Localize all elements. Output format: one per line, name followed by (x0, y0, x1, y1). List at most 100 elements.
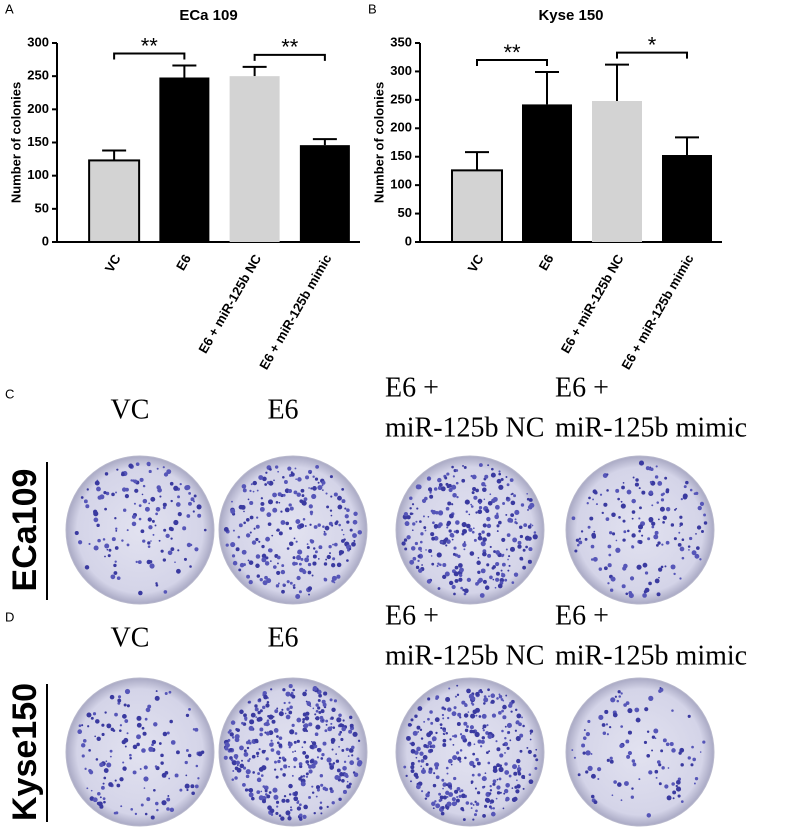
colony (343, 772, 348, 777)
colony (582, 736, 587, 740)
colony (258, 767, 264, 772)
colony (516, 766, 522, 772)
colony (119, 724, 123, 727)
colony (516, 779, 518, 782)
colony (464, 499, 470, 505)
colony (589, 516, 594, 521)
colony (257, 710, 261, 715)
colony (170, 547, 175, 552)
colony (117, 701, 121, 705)
colony (326, 554, 331, 560)
colony (432, 521, 435, 525)
colony (328, 762, 332, 766)
colony (448, 687, 451, 690)
colony (93, 545, 99, 551)
colony (525, 545, 528, 549)
colony (626, 754, 631, 759)
colony (136, 742, 140, 747)
colony (247, 498, 250, 501)
colony (508, 555, 511, 558)
colony (679, 577, 682, 580)
colony (124, 688, 131, 695)
colony (444, 571, 450, 577)
colony (262, 705, 266, 710)
colony (303, 804, 308, 810)
colony (293, 740, 297, 744)
colony (232, 770, 235, 772)
colony (457, 554, 461, 559)
colony (155, 583, 159, 587)
colony (177, 495, 180, 499)
colony (653, 534, 659, 540)
culture-dish (565, 677, 715, 827)
colony (515, 736, 521, 742)
colony (418, 568, 423, 573)
colony (672, 790, 677, 795)
colony (269, 560, 272, 562)
colony (429, 491, 432, 494)
colony (349, 528, 353, 532)
colony (312, 707, 315, 710)
colony (356, 757, 360, 761)
colony (480, 568, 486, 574)
colony (293, 537, 296, 540)
colony (285, 691, 291, 697)
colony (655, 776, 658, 779)
colony (241, 549, 247, 555)
culture-dish (218, 455, 368, 605)
colony (348, 547, 352, 551)
colony (143, 765, 148, 770)
colony (321, 484, 324, 487)
colony (495, 571, 500, 576)
culture-dish (65, 677, 215, 827)
colony (477, 739, 482, 744)
colony (603, 502, 608, 507)
colony (481, 776, 487, 782)
colony (485, 751, 489, 755)
culture-dish (218, 677, 368, 827)
colony (302, 720, 305, 724)
colony (123, 703, 127, 707)
colony (632, 476, 635, 479)
colony (276, 707, 279, 710)
colony (587, 525, 591, 529)
colony (621, 485, 625, 490)
colony (121, 739, 126, 745)
colony (447, 707, 452, 712)
colony (419, 540, 423, 544)
colony (282, 773, 286, 777)
colony (317, 485, 323, 491)
colony (151, 519, 155, 523)
colony (305, 730, 309, 733)
colony (593, 800, 598, 805)
colony (174, 773, 179, 778)
colony (673, 537, 677, 541)
colony (289, 506, 294, 511)
y-tick-label: 100 (390, 177, 412, 192)
colony (477, 509, 483, 515)
colony (419, 751, 424, 756)
colony (535, 748, 538, 751)
colony (463, 548, 466, 551)
colony (192, 510, 195, 513)
colony (353, 540, 356, 543)
colony (658, 689, 662, 693)
colony (647, 537, 651, 541)
colony (274, 465, 279, 469)
colony (300, 781, 306, 787)
colony (333, 699, 338, 703)
colony (133, 479, 138, 484)
colony (160, 761, 164, 765)
colony (349, 715, 353, 720)
colony (120, 805, 123, 808)
colony (693, 782, 696, 785)
colony (261, 557, 267, 563)
colony (313, 525, 318, 529)
colony (461, 793, 466, 799)
colony (249, 500, 254, 506)
colony (682, 493, 688, 499)
colony (484, 585, 490, 590)
colony (481, 530, 485, 534)
colony (269, 468, 272, 471)
colony (471, 729, 476, 734)
